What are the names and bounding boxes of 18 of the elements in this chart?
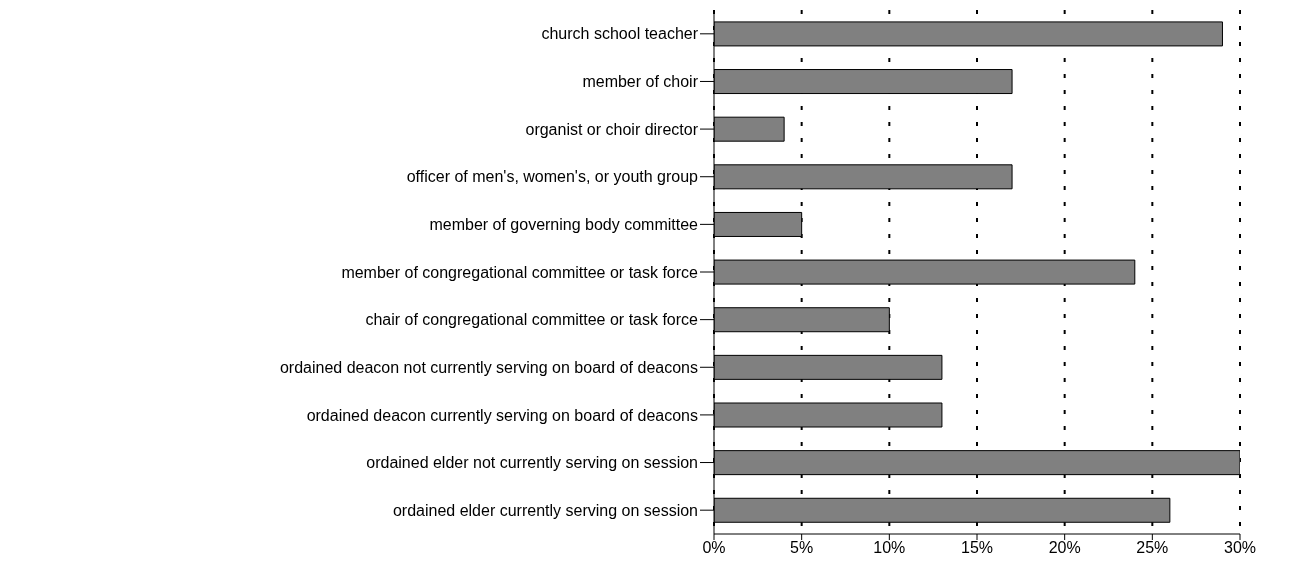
y-tick-label: organist or choir director [525,120,699,138]
x-tick-label: 25% [1136,539,1169,557]
x-tick-label: 0% [702,539,726,557]
y-tick-label: member of congregational committee or task force [341,263,699,281]
y-tick-label: ordained elder not currently serving on session [366,454,698,472]
y-tick-label: ordained deacon not currently serving on board of deacons [279,358,698,376]
y-tick-label: ordained elder currently serving on session [392,501,698,519]
x-tick-label: 15% [960,539,994,557]
y-tick-label: chair of congregational committee or task force [365,311,699,329]
y-tick-label: officer of men's, women's, or youth group [406,168,699,186]
y-tick-label: member of choir [582,73,699,91]
x-tick-label: 5% [790,539,814,557]
x-tick-label: 30% [1223,539,1257,557]
x-tick-label: 20% [1048,539,1081,557]
y-tick-label: church school teacher [541,25,699,43]
x-tick-label: 10% [873,539,906,557]
y-tick-label: member of governing body committee [429,216,699,234]
y-tick-label: ordained deacon currently serving on board of deacons [306,406,698,424]
